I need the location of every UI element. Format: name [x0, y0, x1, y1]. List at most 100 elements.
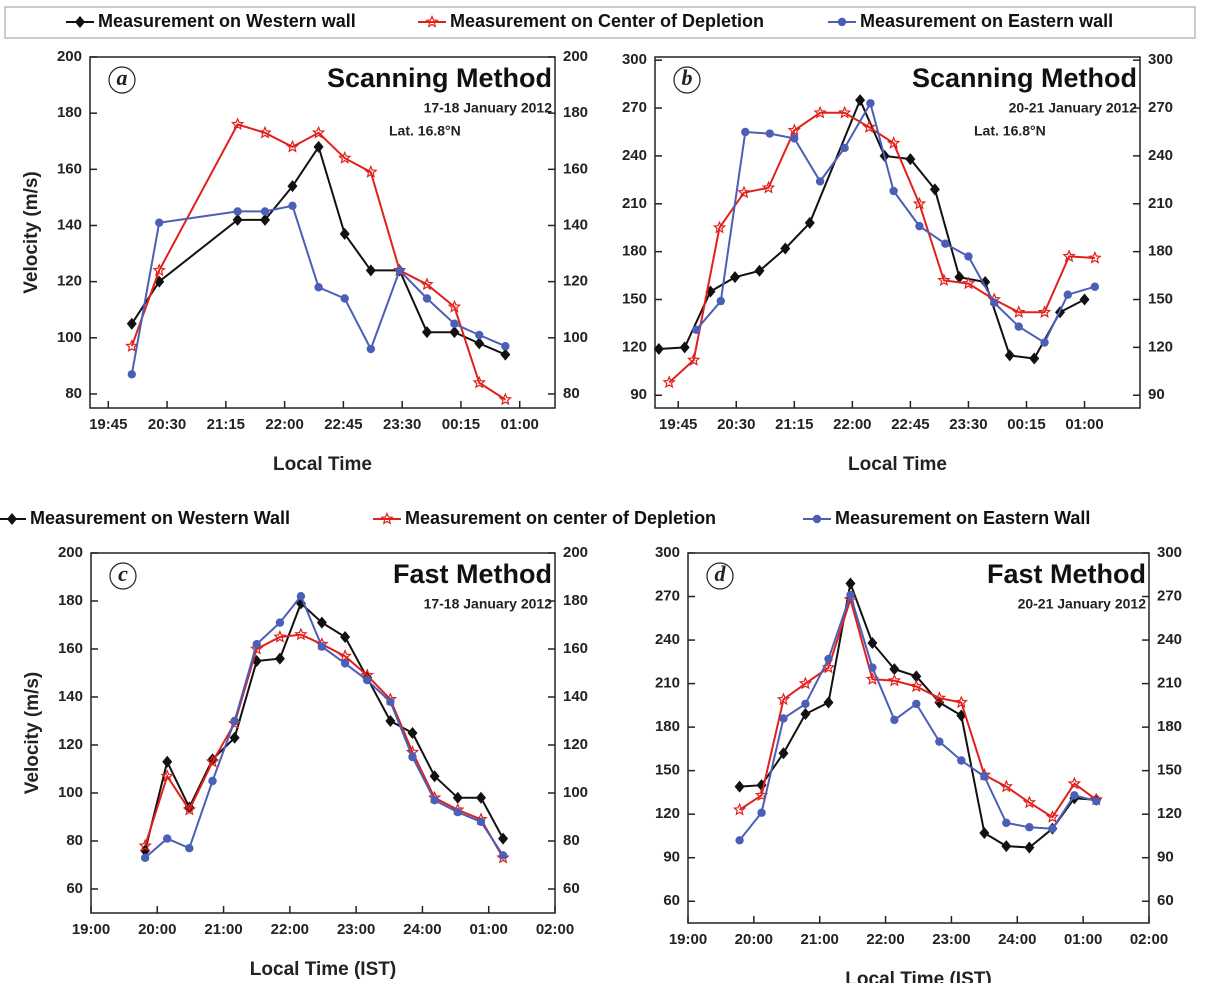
- x-tick-label: 22:00: [271, 921, 309, 938]
- data-point: [979, 827, 990, 840]
- y-tick-label-right: 90: [1148, 386, 1165, 403]
- data-point: [386, 697, 395, 706]
- data-point: [501, 342, 510, 351]
- data-point: [260, 213, 271, 226]
- data-point: [338, 649, 352, 662]
- data-point: [163, 834, 172, 843]
- data-point: [1011, 305, 1026, 318]
- x-axis-label: Local Time (IST): [250, 959, 396, 980]
- x-tick-label: 23:00: [337, 921, 375, 938]
- x-tick-label: 20:00: [138, 921, 176, 938]
- y-tick-label: 120: [655, 805, 680, 822]
- data-point: [450, 319, 459, 328]
- data-point: [1067, 776, 1082, 790]
- data-point: [208, 776, 217, 786]
- x-tick-label: 24:00: [998, 931, 1036, 948]
- data-point: [285, 139, 300, 153]
- x-tick-label: 23:30: [383, 416, 421, 433]
- series-line: [130, 123, 506, 401]
- y-tick-label-right: 240: [1148, 147, 1173, 164]
- data-point: [941, 239, 950, 248]
- y-tick-label-right: 80: [563, 832, 580, 849]
- data-point: [1025, 823, 1034, 832]
- data-point: [911, 670, 922, 683]
- panel-label-circle: [673, 66, 701, 94]
- data-point: [395, 266, 404, 275]
- data-point: [258, 125, 272, 139]
- data-point: [125, 339, 139, 352]
- y-tick-label-right: 210: [1157, 675, 1182, 692]
- data-point: [915, 221, 924, 231]
- x-tick-label: 19:45: [89, 416, 127, 433]
- data-point: [1004, 349, 1015, 362]
- data-point: [935, 737, 944, 746]
- y-tick-label-right: 140: [563, 216, 588, 233]
- data-point: [980, 275, 991, 288]
- legend-marker: [837, 17, 847, 27]
- data-point: [476, 817, 486, 826]
- data-point: [999, 779, 1013, 793]
- data-point: [232, 213, 243, 226]
- data-point: [837, 105, 852, 119]
- data-point: [182, 802, 197, 816]
- data-point: [317, 642, 327, 651]
- data-point: [813, 105, 827, 119]
- x-tick-label: 23:30: [949, 416, 987, 433]
- legend-label: Measurement on Western Wall: [30, 508, 290, 528]
- data-point: [316, 616, 327, 629]
- data-point: [912, 196, 927, 210]
- y-tick-label: 90: [663, 849, 680, 866]
- data-point: [294, 627, 308, 641]
- data-point: [430, 796, 439, 805]
- data-point: [365, 264, 376, 277]
- series-line: [144, 594, 504, 859]
- x-tick-label: 20:30: [717, 416, 755, 433]
- y-tick-label-right: 210: [1148, 195, 1173, 212]
- y-tick-label: 120: [58, 736, 83, 753]
- panel-label: c: [118, 561, 128, 586]
- data-point: [929, 183, 940, 196]
- series-line: [144, 601, 504, 851]
- data-point: [498, 851, 508, 860]
- x-tick-label: 01:00: [470, 921, 508, 938]
- x-tick-label: 21:15: [775, 416, 813, 433]
- data-point: [1063, 290, 1072, 299]
- y-axis-label: Velocity (m/s): [22, 672, 43, 795]
- y-tick-label-right: 160: [563, 160, 588, 177]
- data-point: [801, 699, 810, 709]
- x-tick-label: 01:00: [1064, 931, 1102, 948]
- y-tick-label: 270: [622, 99, 647, 116]
- panel-note: Lat. 16.8°N: [389, 123, 461, 139]
- data-point: [761, 180, 776, 194]
- y-tick-label-right: 180: [563, 104, 588, 121]
- data-point: [421, 326, 432, 339]
- data-point: [313, 140, 324, 153]
- data-point: [845, 577, 856, 590]
- y-tick-label: 100: [57, 329, 82, 346]
- x-tick-label: 22:00: [866, 931, 904, 948]
- y-tick-label-right: 140: [563, 688, 588, 705]
- data-point: [364, 165, 378, 178]
- data-point: [824, 654, 833, 664]
- data-point: [498, 392, 513, 406]
- y-tick-label: 140: [57, 216, 82, 233]
- y-tick-label: 180: [655, 718, 680, 735]
- data-point: [127, 370, 136, 379]
- y-tick-label: 300: [622, 51, 647, 68]
- data-point: [422, 294, 432, 303]
- series-line: [130, 144, 506, 356]
- data-point: [905, 153, 916, 166]
- data-point: [155, 218, 164, 227]
- y-tick-label: 210: [655, 675, 680, 692]
- data-point: [1024, 841, 1035, 854]
- x-axis-label: Local Time (IST): [845, 969, 991, 983]
- y-tick-label-right: 100: [563, 784, 588, 801]
- y-tick-label: 160: [57, 160, 82, 177]
- data-point: [790, 134, 799, 143]
- legend-marker: [812, 514, 822, 524]
- legend-label: Measurement on Eastern Wall: [835, 508, 1090, 528]
- y-tick-label: 200: [58, 544, 83, 561]
- data-point: [912, 699, 921, 709]
- data-point: [855, 94, 866, 107]
